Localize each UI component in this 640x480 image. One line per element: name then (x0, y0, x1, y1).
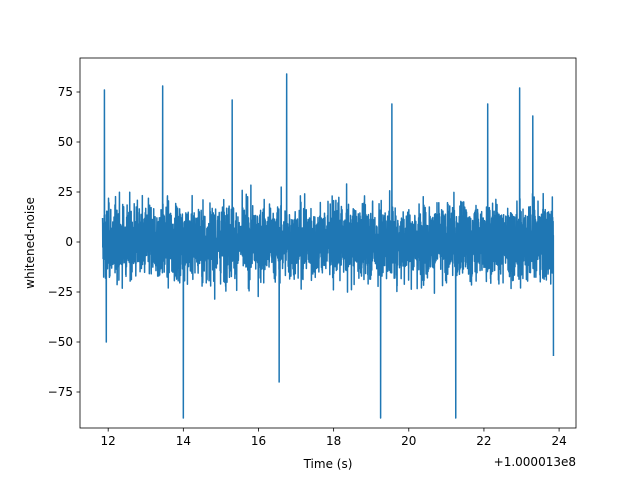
x-tick-label: 14 (176, 434, 191, 448)
plot-area (101, 73, 555, 419)
x-tick-label: 20 (401, 434, 416, 448)
y-tick-label: 75 (58, 85, 73, 99)
y-tick-label: −75 (48, 385, 73, 399)
y-tick-label: −50 (48, 335, 73, 349)
x-tick-label: 22 (476, 434, 491, 448)
x-tick-label: 18 (326, 434, 341, 448)
y-tick-label: −25 (48, 285, 73, 299)
x-axis-label: Time (s) (303, 457, 353, 471)
y-axis: −75 −50 −25 0 25 50 75 (48, 85, 80, 399)
noise-series-line (101, 73, 555, 419)
x-tick-label: 12 (101, 434, 116, 448)
x-tick-label: 24 (551, 434, 566, 448)
x-tick-label: 16 (251, 434, 266, 448)
y-tick-label: 50 (58, 135, 73, 149)
x-offset-label: +1.000013e8 (494, 455, 576, 469)
x-axis: 12 14 16 18 20 22 24 (101, 428, 567, 448)
axes-frame (79, 57, 577, 429)
y-tick-label: 25 (58, 185, 73, 199)
y-tick-label: 0 (65, 235, 73, 249)
y-axis-label: whitened-noise (23, 197, 37, 289)
